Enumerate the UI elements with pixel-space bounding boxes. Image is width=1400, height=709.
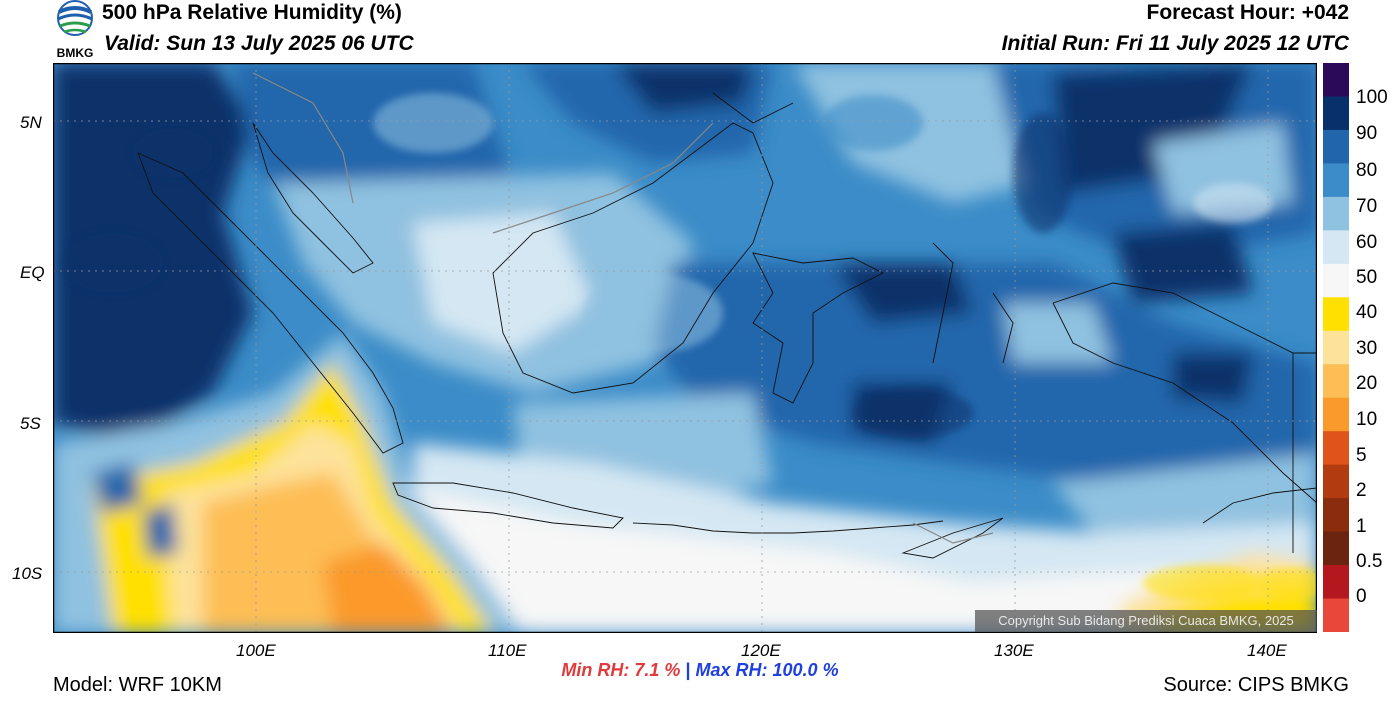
colorbar-label: 20 [1356,373,1378,394]
gridlines [53,63,1317,633]
colorbar-band [1323,531,1349,566]
humidity-texture [63,93,1317,601]
humidity-map[interactable] [53,63,1317,633]
colorbar-band [1323,364,1349,399]
model-name: Model: WRF 10KM [53,674,222,696]
colorbar-band [1323,598,1349,632]
colorbar-label: 60 [1356,232,1378,253]
colorbar-label: 10 [1356,409,1378,430]
colorbar-band [1323,129,1349,165]
colorbar-label: 30 [1356,338,1378,359]
lon-label: 130E [994,641,1034,660]
colorbar-band [1323,163,1349,198]
lon-label: 100E [236,641,276,660]
lon-label: 110E [488,641,527,660]
colorbar [1323,63,1349,632]
valid-time: Valid: Sun 13 July 2025 06 UTC [104,32,414,55]
lat-label: 5N [20,113,42,132]
colorbar-band [1323,230,1349,265]
colorbar-label: 1 [1356,516,1367,537]
svg-text:BMKG: BMKG [57,46,94,60]
data-source: Source: CIPS BMKG [1163,674,1349,696]
coastlines [137,92,1317,559]
colorbar-band [1323,565,1349,600]
colorbar-label: 0 [1356,586,1367,607]
colorbar-band [1323,96,1349,131]
colorbar-label: 2 [1356,480,1367,501]
colorbar-label: 5 [1356,445,1367,466]
colorbar-band [1323,63,1349,98]
lat-label: EQ [20,263,45,282]
map-frame [53,63,1317,633]
colorbar-band [1323,431,1349,466]
colorbar-band [1323,263,1349,298]
initial-run: Initial Run: Fri 11 July 2025 12 UTC [1001,32,1349,55]
bmkg-logo: BMKG [57,0,94,60]
lon-label: 120E [741,641,781,660]
copyright-notice: Copyright Sub Bidang Prediksi Cuaca BMKG… [975,610,1317,632]
colorbar-label: 50 [1356,267,1378,288]
colorbar-band [1323,297,1349,332]
colorbar-label: 80 [1356,160,1378,181]
rh-stats: Min RH: 7.1 % | Max RH: 100.0 % [0,660,1400,681]
stats-separator: | [685,660,691,680]
lat-label: 5S [20,414,41,433]
min-rh: Min RH: 7.1 % [561,660,681,680]
max-rh: Max RH: 100.0 % [695,660,839,680]
colorbar-label: 90 [1356,123,1378,144]
chart-title: 500 hPa Relative Humidity (%) [102,1,402,24]
colorbar-band [1323,464,1349,499]
colorbar-label: 70 [1356,196,1378,217]
colorbar-label: 0.5 [1356,551,1383,572]
lat-label: 10S [12,564,43,583]
colorbar-band [1323,330,1349,365]
political-boundaries [252,72,994,544]
colorbar-label: 40 [1356,302,1378,323]
colorbar-band [1323,498,1349,533]
colorbar-band [1323,196,1349,231]
lon-label: 140E [1247,641,1287,660]
colorbar-band [1323,397,1349,432]
colorbar-label: 100 [1356,87,1388,108]
forecast-hour: Forecast Hour: +042 [1146,1,1350,24]
